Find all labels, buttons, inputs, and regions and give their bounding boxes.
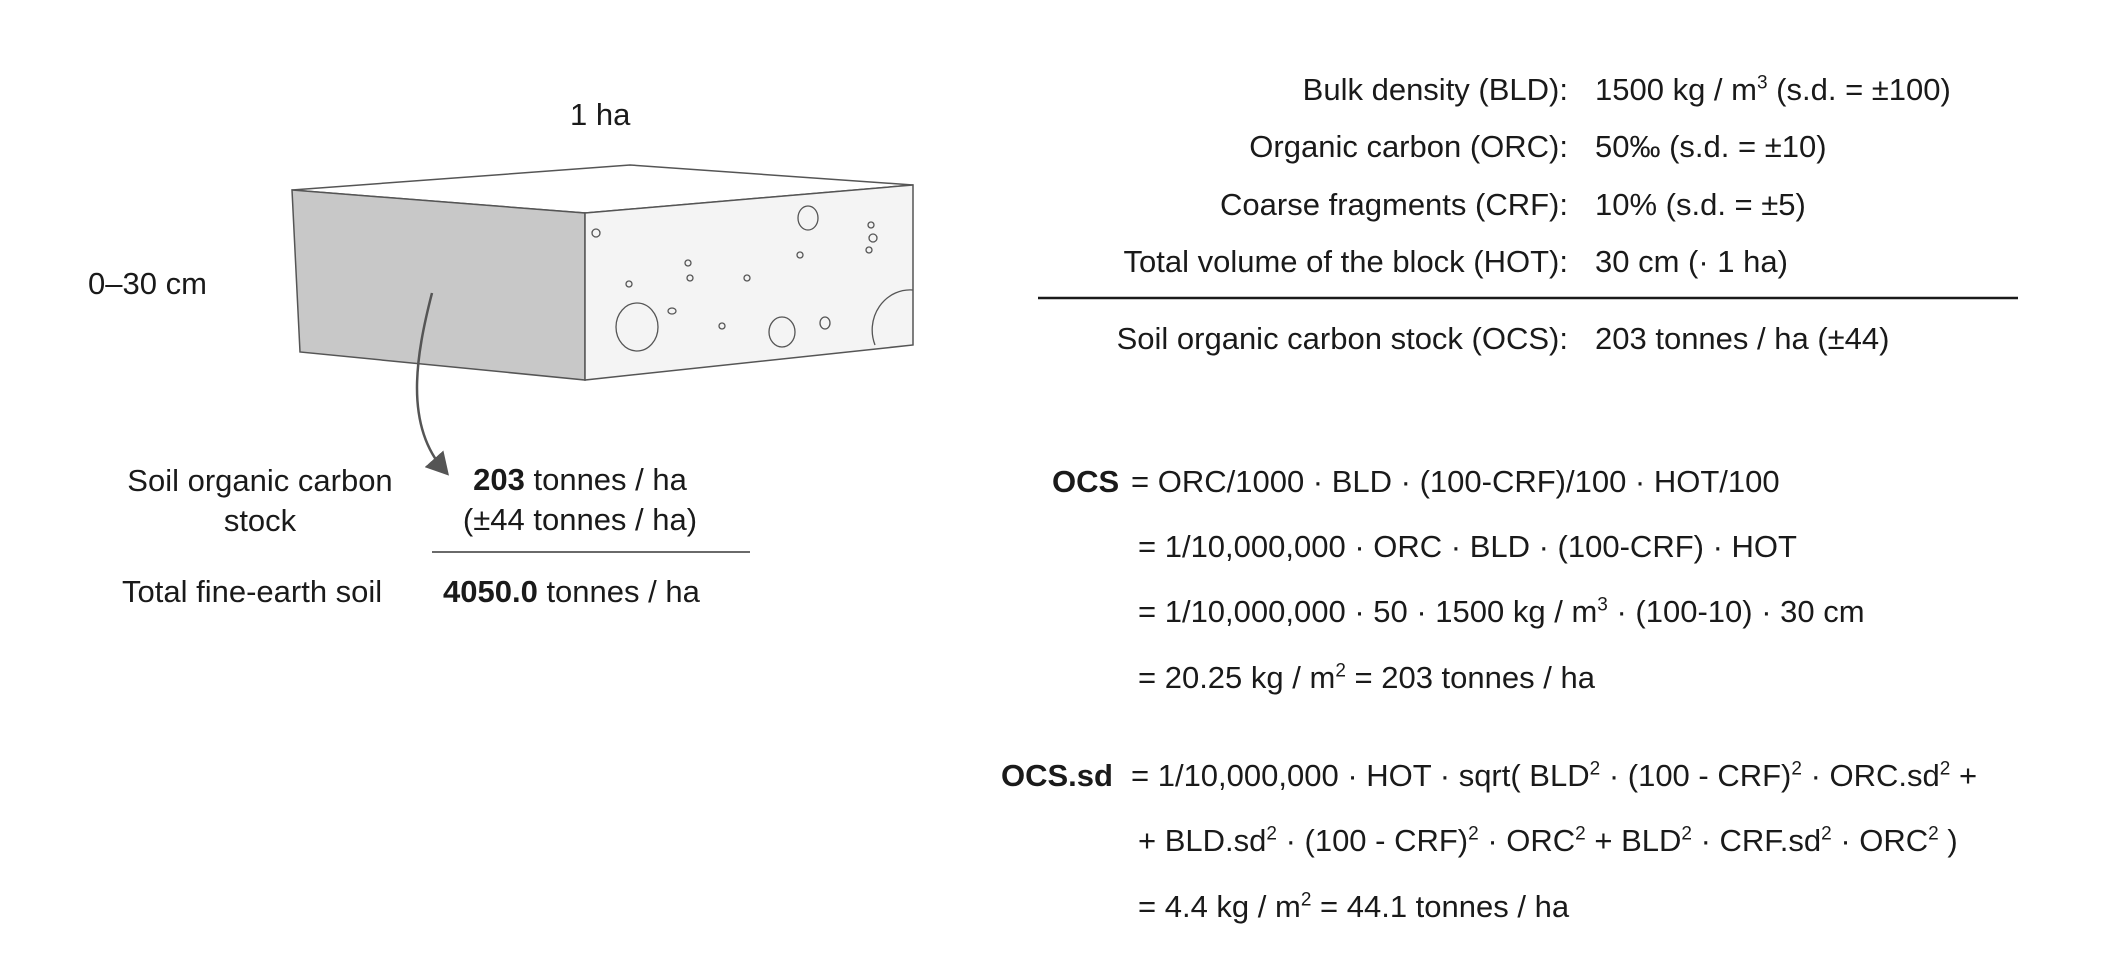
ocs-line4-text: = 20.25 kg / m xyxy=(1138,660,1336,695)
stone xyxy=(743,274,751,282)
sd-line1-exponent: 2 xyxy=(1791,758,1802,780)
stone xyxy=(684,259,692,267)
sd-line1-part: + xyxy=(1950,758,1978,793)
ocs-formula-line-2: = 1/10,000,000 · ORC · BLD · (100-CRF) ·… xyxy=(1138,529,1797,564)
bld-value-text: 1500 kg / m xyxy=(1595,72,1757,107)
sd-line2-part: · ORC xyxy=(1478,823,1576,858)
curved-arrow xyxy=(415,292,449,476)
stone xyxy=(865,246,873,254)
param-orc-value: 50‰ (s.d. = ±10) xyxy=(1595,129,1827,164)
bld-exponent: 3 xyxy=(1756,72,1768,94)
block-front-face xyxy=(291,189,586,381)
sd-line2-part: + BLD xyxy=(1585,823,1682,858)
block-side-face xyxy=(584,184,914,381)
param-bld-value: 1500 kg / m3 (s.d. = ±100) xyxy=(1595,71,1951,109)
ocs-line3-exponent: 3 xyxy=(1597,594,1608,616)
param-crf-value: 10% (s.d. = ±5) xyxy=(1595,187,1806,222)
sd-line2-part: + BLD.sd xyxy=(1138,823,1267,858)
sd-line1-exponent: 2 xyxy=(1589,758,1601,780)
ocs-sd-formula-line-3: = 4.4 kg / m2 = 44.1 tonnes / ha xyxy=(1138,888,1569,926)
sd-line3-rest: = 44.1 tonnes / ha xyxy=(1311,889,1570,924)
sd-line2-exponent: 2 xyxy=(1681,823,1692,845)
stone xyxy=(796,251,804,259)
stone xyxy=(615,302,659,352)
ocs-line4-exponent: 2 xyxy=(1335,660,1346,682)
stone xyxy=(591,228,601,238)
area-label: 1 ha xyxy=(570,97,631,132)
sd-line1-part: · (100 - CRF) xyxy=(1600,758,1792,793)
param-ocs-label: Soil organic carbon stock (OCS): xyxy=(1116,321,1568,356)
param-hot-label: Total volume of the block (HOT): xyxy=(1123,244,1569,279)
sd-line1-part: · ORC.sd xyxy=(1801,758,1940,793)
stone xyxy=(718,322,726,330)
ocs-summary-unit: tonnes / ha xyxy=(524,462,687,497)
stone xyxy=(768,316,796,348)
param-bld-label: Bulk density (BLD): xyxy=(1302,72,1568,107)
fine-earth-label: Total fine-earth soil xyxy=(122,574,383,609)
stone xyxy=(667,307,677,315)
stone xyxy=(819,316,831,330)
ocs-sd-formula-line-1: = 1/10,000,000 · HOT · sqrt( BLD2 · (100… xyxy=(1131,757,1977,795)
stone xyxy=(867,221,875,229)
sd-line1-exponent: 2 xyxy=(1939,758,1951,780)
sd-line2-part: · CRF.sd xyxy=(1691,823,1822,858)
ocs-line4-rest: = 203 tonnes / ha xyxy=(1345,660,1595,695)
param-orc-label: Organic carbon (ORC): xyxy=(1249,129,1568,164)
sd-line2-exponent: 2 xyxy=(1468,823,1479,845)
ocs-summary-sd: (±44 tonnes / ha) xyxy=(462,502,698,537)
stone xyxy=(625,280,633,288)
ocs-formula-line-1: = ORC/1000 · BLD · (100-CRF)/100 · HOT/1… xyxy=(1131,464,1780,499)
ocs-formula-line-4: = 20.25 kg / m2 = 203 tonnes / ha xyxy=(1138,659,1595,697)
sd-line2-part: · (100 - CRF) xyxy=(1276,823,1469,858)
param-hot-value: 30 cm (· 1 ha) xyxy=(1595,244,1788,279)
stone xyxy=(868,233,878,243)
ocs-formula-line-3: = 1/10,000,000 · 50 · 1500 kg / m3 · (10… xyxy=(1138,593,1865,631)
fine-earth-value: 4050.0 tonnes / ha xyxy=(443,573,700,611)
sd-line2-exponent: 2 xyxy=(1266,823,1277,845)
ocs-sd-formula-line-2: + BLD.sd2 · (100 - CRF)2 · ORC2 + BLD2 ·… xyxy=(1138,822,1958,860)
sd-line2-part: ) xyxy=(1938,823,1958,858)
sd-line1-part: = 1/10,000,000 · HOT · sqrt( BLD xyxy=(1131,758,1590,793)
sd-line2-part: · ORC xyxy=(1831,823,1929,858)
sd-line3-exponent: 2 xyxy=(1300,889,1312,911)
ocs-summary-label: Soil organic carbon stock xyxy=(127,463,393,538)
fine-earth-unit: tonnes / ha xyxy=(537,574,700,609)
bld-sd-text: (s.d. = ±100) xyxy=(1767,72,1951,107)
coarse-fragments xyxy=(591,205,914,352)
ocs-summary-value: 203 tonnes / ha xyxy=(430,461,730,499)
param-ocs-value: 203 tonnes / ha (±44) xyxy=(1595,321,1890,356)
stone xyxy=(686,274,694,282)
ocs-line3-text: = 1/10,000,000 · 50 · 1500 kg / m xyxy=(1138,594,1598,629)
ocs-line3-rest: · (100-10) · 30 cm xyxy=(1607,594,1865,629)
sd-line2-exponent: 2 xyxy=(1928,823,1939,845)
sd-line2-exponent: 2 xyxy=(1575,823,1586,845)
sd-line2-exponent: 2 xyxy=(1821,823,1832,845)
stone xyxy=(871,289,914,346)
ocs-summary-number: 203 xyxy=(473,462,525,497)
param-crf-label: Coarse fragments (CRF): xyxy=(1220,187,1568,222)
sd-line3-text: = 4.4 kg / m xyxy=(1138,889,1301,924)
ocs-formula-label: OCS xyxy=(1052,464,1120,499)
ocs-sd-formula-label: OCS.sd xyxy=(1001,758,1113,793)
depth-label: 0–30 cm xyxy=(88,266,207,301)
stone xyxy=(797,205,819,231)
fine-earth-number: 4050.0 xyxy=(443,574,538,609)
